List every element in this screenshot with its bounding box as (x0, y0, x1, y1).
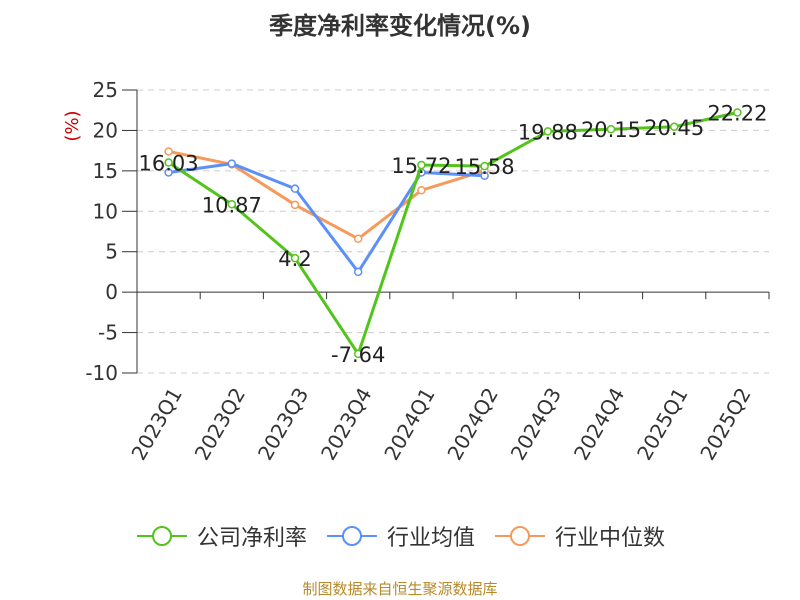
data-point (417, 160, 426, 170)
data-point (417, 186, 426, 195)
y-tick-label: 10 (93, 199, 118, 223)
data-point (353, 349, 363, 359)
data-point (164, 168, 173, 177)
legend: 公司净利率 行业均值 行业中位数 (0, 520, 800, 552)
y-tick-label: -10 (85, 361, 118, 385)
legend-label: 行业均值 (386, 526, 475, 551)
legend-symbol-icon (495, 526, 545, 546)
data-point (733, 108, 742, 117)
data-point (164, 147, 173, 156)
data-point (290, 253, 300, 263)
x-tick-label: 2024Q1 (379, 384, 439, 465)
series-line (168, 162, 485, 274)
data-label: 15.72 (391, 154, 451, 178)
data-point (480, 171, 489, 180)
data-point (606, 124, 616, 134)
x-tick-label: 2024Q4 (569, 384, 629, 465)
x-tick-label: 2023Q4 (316, 384, 376, 465)
data-label: 10.87 (202, 193, 262, 217)
legend-label: 行业中位数 (555, 526, 666, 551)
x-tick-label: 2025Q1 (632, 384, 692, 465)
data-point (290, 200, 300, 210)
data-label: 20.45 (644, 116, 704, 140)
source-note: 制图数据来自恒生聚源数据库 (302, 580, 498, 598)
y-tick-label: 25 (93, 78, 118, 102)
y-axis-label: (%) (62, 110, 83, 141)
data-point (227, 159, 237, 168)
legend-label: 公司净利率 (196, 526, 307, 551)
x-tick-label: 2023Q1 (126, 384, 186, 465)
data-point (353, 234, 363, 244)
legend-symbol-icon (136, 526, 187, 546)
legend-symbol-icon (326, 526, 377, 546)
data-point (227, 200, 237, 209)
y-tick-label: 0 (105, 280, 118, 304)
y-tick-label: 15 (93, 159, 118, 183)
x-tick-label: 2024Q2 (442, 384, 502, 465)
data-point (353, 267, 363, 277)
data-label: 15.58 (455, 155, 515, 179)
y-tick-label: -5 (98, 321, 118, 345)
data-point (543, 127, 553, 136)
x-tick-label: 2025Q2 (695, 384, 755, 465)
data-point (290, 184, 300, 193)
x-tick-label: 2023Q3 (253, 384, 313, 465)
x-tick-label: 2023Q2 (190, 384, 250, 465)
series-line (168, 149, 486, 241)
data-label: 19.88 (518, 120, 578, 144)
data-point (480, 161, 489, 171)
legend-item: 公司净利率 (135, 520, 307, 552)
chart-title: 季度净利率变化情况(%) (269, 12, 531, 40)
data-label: 16.03 (139, 152, 199, 176)
data-label: -7.64 (331, 343, 385, 367)
data-label: 4.2 (278, 247, 311, 271)
legend-item: 行业中位数 (493, 520, 665, 552)
data-label: 20.15 (581, 118, 641, 142)
y-tick-label: 5 (105, 240, 118, 264)
data-point (164, 158, 173, 167)
series-line (167, 111, 738, 356)
data-point (669, 122, 679, 132)
x-tick-label: 2024Q3 (506, 384, 566, 465)
y-tick-label: 20 (93, 118, 118, 142)
data-label: 22.22 (707, 101, 767, 125)
legend-item: 行业均值 (325, 520, 475, 552)
